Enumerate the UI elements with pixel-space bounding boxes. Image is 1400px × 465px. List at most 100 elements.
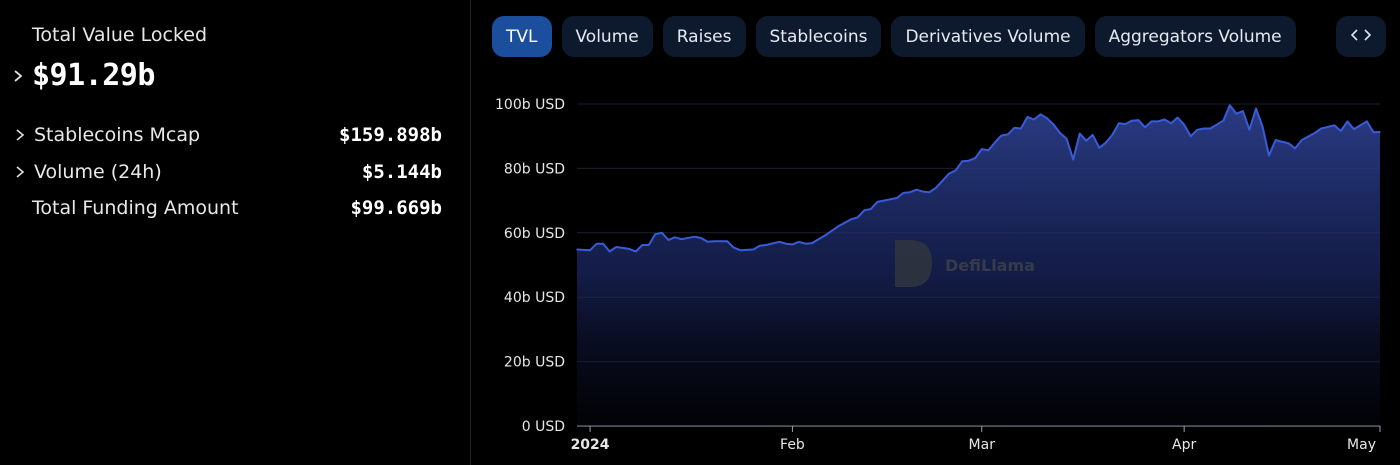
tab-tvl[interactable]: TVL: [492, 16, 552, 57]
tvl-data-point: [674, 236, 676, 239]
tvl-data-point: [824, 234, 826, 237]
tvl-data-point: [1013, 127, 1016, 129]
tvl-data-point: [778, 241, 781, 243]
x-tick-label: 2024: [571, 437, 610, 453]
tvl-area-fill: [577, 105, 1380, 427]
tvl-data-point: [654, 233, 657, 235]
tvl-data-point: [948, 172, 950, 175]
tvl-data-point: [1196, 129, 1198, 131]
tvl-data-point: [863, 209, 866, 212]
tvl-data-point: [1372, 131, 1375, 134]
tvl-chart[interactable]: 0 USD 20b USD 40b USD 60b USD 80b USD 100b US…: [470, 80, 1400, 465]
tvl-data-point: [1033, 118, 1035, 121]
tvl-data-point: [635, 250, 637, 253]
tvl-data-point: [726, 240, 728, 242]
x-tick-label: May: [1347, 437, 1376, 453]
tab-aggregators-volume[interactable]: Aggregators Volume: [1094, 16, 1296, 57]
tvl-data-point: [589, 249, 591, 251]
embed-code-button[interactable]: [1336, 16, 1386, 57]
x-tick-label: Feb: [780, 437, 805, 453]
tvl-data-point: [1091, 134, 1094, 136]
tvl-data-point: [615, 246, 617, 248]
chevron-right-icon[interactable]: [14, 166, 26, 178]
tvl-data-point: [1150, 120, 1153, 123]
tvl-data-point: [961, 160, 963, 163]
tvl-data-point: [1098, 147, 1101, 149]
stat-value: $99.669b: [350, 197, 442, 219]
tvl-data-point: [1124, 123, 1127, 125]
y-tick-label: 80b USD: [504, 161, 565, 177]
tvl-data-point: [700, 237, 702, 239]
chevron-right-icon[interactable]: [14, 129, 26, 141]
tvl-data-point: [981, 148, 983, 150]
tvl-data-point: [1300, 139, 1303, 141]
tvl-data-point: [896, 197, 898, 199]
tvl-data-point: [1202, 127, 1205, 130]
tvl-data-point: [1183, 123, 1185, 126]
tvl-data-point: [941, 179, 944, 182]
stat-label: Volume (24h): [34, 161, 162, 183]
tvl-data-point: [765, 244, 768, 246]
tab-raises[interactable]: Raises: [662, 16, 746, 57]
y-tick-label: 20b USD: [504, 355, 565, 371]
x-tick-label: Mar: [969, 437, 996, 453]
tvl-row[interactable]: $91.29b: [12, 58, 155, 93]
tab-volume[interactable]: Volume: [561, 16, 653, 57]
tvl-data-point: [693, 235, 696, 238]
stat-value: $5.144b: [361, 161, 442, 183]
tvl-data-point: [785, 242, 787, 245]
tvl-data-point: [967, 159, 970, 162]
tvl-data-point: [1020, 127, 1022, 130]
stat-value: $159.898b: [339, 124, 442, 146]
tvl-data-point: [667, 239, 670, 241]
tvl-data-point: [1340, 130, 1342, 132]
tvl-data-point: [713, 240, 715, 242]
tvl-data-point: [1111, 134, 1114, 136]
tvl-data-point: [1255, 107, 1257, 110]
tvl-data-point: [1379, 131, 1381, 133]
chevron-right-icon[interactable]: [12, 69, 24, 82]
tvl-data-point: [1137, 119, 1140, 121]
metrics-panel: Total Value Locked $91.29b Stablecoins M…: [0, 0, 471, 465]
tvl-data-point: [837, 225, 839, 228]
tvl-data-point: [628, 248, 630, 250]
tvl-data-point: [994, 141, 996, 144]
tvl-data-point: [1333, 124, 1336, 127]
stat-label: Total Funding Amount: [32, 197, 239, 219]
x-tick-label: Apr: [1172, 437, 1196, 453]
tvl-data-point: [706, 241, 709, 243]
y-tick-label: 60b USD: [504, 226, 565, 242]
tvl-data-point: [1261, 125, 1264, 128]
tvl-data-point: [1026, 116, 1029, 118]
chart-tabs: TVL Volume Raises Stablecoins Derivative…: [492, 16, 1296, 57]
tvl-data-point: [1353, 128, 1355, 130]
tvl-data-point: [1052, 123, 1055, 126]
watermark-text: DefiLlama: [945, 256, 1035, 275]
stat-label: Stablecoins Mcap: [34, 124, 201, 146]
tvl-data-point: [1007, 133, 1009, 136]
stat-row-volume[interactable]: Volume (24h) $5.144b: [14, 161, 442, 183]
tvl-data-point: [759, 244, 761, 247]
tvl-data-point: [1157, 120, 1159, 123]
tvl-data-point: [974, 157, 976, 159]
stat-row-stablecoins[interactable]: Stablecoins Mcap $159.898b: [14, 124, 442, 146]
code-icon: [1350, 27, 1372, 46]
tvl-data-point: [1274, 139, 1277, 141]
y-tick-label: 0 USD: [522, 419, 565, 435]
tab-stablecoins[interactable]: Stablecoins: [755, 16, 882, 57]
defillama-logo-icon: [895, 240, 932, 287]
tvl-data-point: [1072, 158, 1074, 161]
y-tick-label: 40b USD: [504, 290, 565, 306]
tvl-data-point: [1059, 132, 1061, 134]
tvl-data-point: [811, 242, 813, 244]
tvl-data-point: [1144, 126, 1146, 128]
stat-row-funding: Total Funding Amount $99.669b: [14, 197, 442, 219]
tvl-data-point: [1170, 122, 1172, 125]
tvl-data-point: [870, 208, 872, 210]
tvl-data-point: [1065, 138, 1068, 140]
tvl-data-point: [935, 186, 937, 189]
tvl-data-point: [1046, 117, 1048, 119]
tvl-data-point: [883, 199, 885, 202]
tvl-data-point: [1131, 119, 1133, 122]
tab-derivatives-volume[interactable]: Derivatives Volume: [891, 16, 1085, 57]
